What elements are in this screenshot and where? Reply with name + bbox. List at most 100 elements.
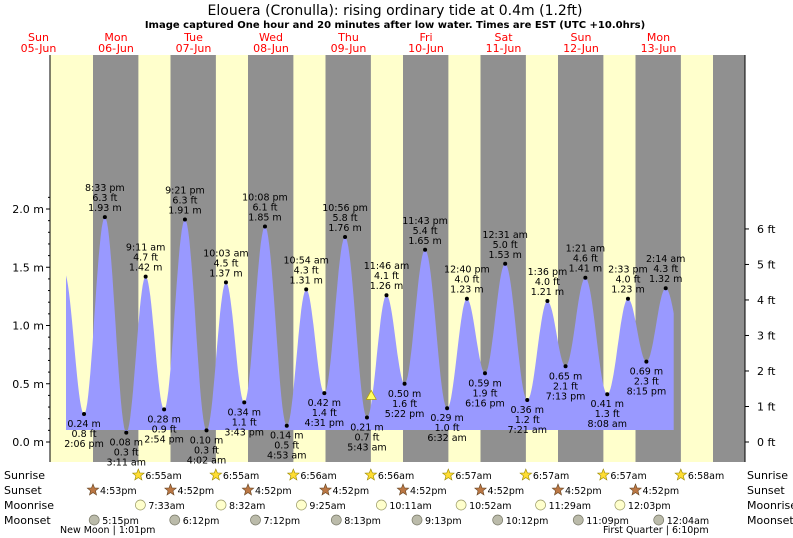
tide-label: 0.10 m	[190, 435, 223, 446]
moonrise-icon	[376, 499, 387, 511]
sunrise-icon	[441, 468, 455, 481]
day-label-dow: Mon	[104, 31, 127, 44]
sunrise-icon	[596, 468, 610, 481]
day-label-dow: Wed	[259, 31, 283, 44]
tide-label: 1.26 m	[370, 281, 403, 292]
day-label-date: 06-Jun	[98, 42, 134, 55]
tide-label: 4:31 pm	[305, 418, 345, 429]
tide-label: 0.42 m	[308, 398, 341, 409]
day-label-date: 13-Jun	[641, 42, 677, 55]
day-label-dow: Sun	[28, 31, 49, 44]
moonset-time: 11:09pm	[586, 516, 629, 527]
moon-phase-first-quarter: First Quarter | 6:10pm	[603, 525, 709, 536]
tide-point	[503, 261, 508, 266]
day-label-date: 11-Jun	[486, 42, 522, 55]
tide-label: 4.0 ft	[454, 275, 479, 286]
y-tick-label-ft: 5 ft	[757, 258, 776, 271]
tide-label: 1:21 am	[566, 244, 605, 255]
sunset-icon	[319, 483, 332, 496]
day-label-date: 10-Jun	[408, 42, 444, 55]
row-label-left: Moonset	[4, 514, 51, 527]
day-label-date: 08-Jun	[253, 42, 289, 55]
moonset-icon	[411, 514, 423, 526]
tide-label: 1.31 m	[289, 275, 322, 286]
tide-label: 8:15 pm	[627, 387, 667, 398]
moonset-icon	[169, 514, 181, 526]
tide-point	[343, 234, 348, 239]
sunrise-time: 6:57am	[455, 471, 491, 482]
tide-label: 1.37 m	[209, 268, 242, 279]
tide-label: 4.6 ft	[573, 254, 598, 265]
tide-point	[445, 406, 450, 411]
tide-point	[464, 296, 469, 301]
tide-point	[663, 286, 668, 291]
tide-point	[223, 280, 228, 285]
sunset-time: 4:52pm	[255, 486, 292, 497]
moonset-time: 7:12pm	[264, 516, 301, 527]
tide-label: 6.1 ft	[252, 202, 277, 213]
tide-label: 0.36 m	[511, 405, 544, 416]
tide-label: 2:06 pm	[64, 439, 104, 450]
row-label-right: Moonrise	[747, 499, 793, 512]
moonrise-time: 11:29am	[549, 501, 591, 512]
tide-label: 0.65 m	[549, 371, 582, 382]
day-labels: Sun05-JunMon06-JunTue07-JunWed08-JunThu0…	[21, 31, 677, 55]
day-label-dow: Sun	[571, 31, 592, 44]
sunrise-icon	[519, 468, 533, 481]
y-tick-label-m: 1.0 m	[12, 320, 44, 333]
moonset-time: 12:04am	[667, 516, 709, 527]
day-label-date: 09-Jun	[331, 42, 367, 55]
tide-point	[625, 296, 630, 301]
tide-label: 6.3 ft	[172, 195, 197, 206]
tide-label: 5.0 ft	[493, 240, 518, 251]
tide-label: 10:54 am	[283, 255, 328, 266]
sunset-icon	[629, 483, 642, 496]
tide-point	[182, 217, 187, 222]
tide-label: 1.85 m	[248, 212, 281, 223]
tide-label: 10:03 am	[203, 248, 248, 259]
tide-point	[402, 381, 407, 386]
tide-label: 1.32 m	[649, 274, 682, 285]
moonset-icon	[572, 514, 584, 526]
tide-point	[583, 275, 588, 280]
tide-point	[525, 398, 530, 403]
tide-label: 1.4 ft	[312, 408, 337, 419]
tide-label: 0.50 m	[388, 389, 421, 400]
tide-point	[262, 224, 267, 229]
row-label-left: Sunrise	[4, 469, 45, 482]
tide-label: 7:21 am	[508, 425, 547, 436]
moonrise-time: 7:33am	[148, 501, 184, 512]
tide-point	[204, 428, 209, 433]
sunset-time: 4:52pm	[565, 486, 602, 497]
day-label-dow: Sat	[494, 31, 513, 44]
y-tick-label-m: 1.5 m	[12, 261, 44, 274]
tide-point	[284, 423, 289, 428]
tide-label: 0.24 m	[67, 419, 100, 430]
tide-label: 12:31 am	[482, 230, 527, 241]
chart-subtitle: Image captured One hour and 20 minutes a…	[145, 20, 645, 31]
day-label-dow: Tue	[183, 31, 203, 44]
sunrise-time: 6:57am	[610, 471, 646, 482]
tide-label: 1.3 ft	[595, 409, 620, 420]
tide-point	[143, 274, 148, 279]
tide-point	[563, 364, 568, 369]
tide-label: 4:02 am	[187, 455, 226, 466]
tide-label: 0.7 ft	[354, 433, 379, 444]
moonset-icon	[250, 514, 261, 526]
tide-label: 4.3 ft	[294, 265, 319, 276]
tide-label: 6.3 ft	[92, 193, 117, 204]
tide-point	[124, 430, 129, 435]
moonset-time: 9:13pm	[425, 516, 462, 527]
tide-label: 0.9 ft	[152, 424, 177, 435]
tide-label: 0.69 m	[630, 367, 663, 378]
tide-label: 0.3 ft	[114, 448, 139, 459]
tide-label: 7:13 pm	[546, 391, 586, 402]
sunrise-icon	[209, 468, 223, 481]
tide-label: 4.0 ft	[535, 277, 560, 288]
tide-label: 1.9 ft	[472, 388, 497, 399]
tide-label: 1:36 pm	[528, 267, 568, 278]
tide-point	[384, 293, 389, 298]
tide-label: 9:21 pm	[165, 185, 205, 196]
tide-label: 5.8 ft	[333, 213, 358, 224]
tide-label: 11:46 am	[364, 261, 409, 272]
